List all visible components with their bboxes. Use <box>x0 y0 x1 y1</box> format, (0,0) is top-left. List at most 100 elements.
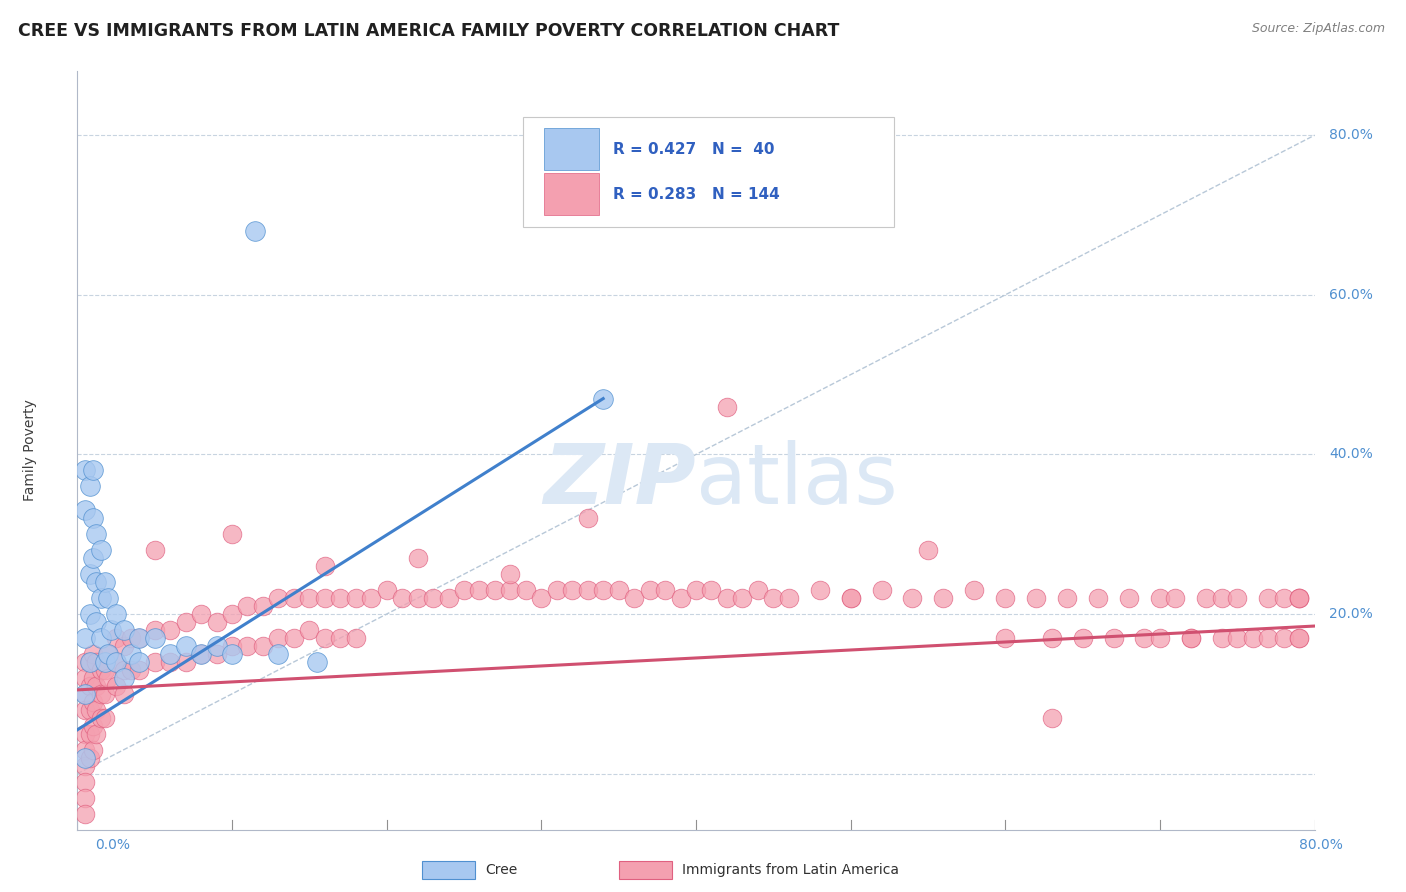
Point <box>90 591 111 606</box>
Point <box>267 647 290 661</box>
Point <box>1071 631 1094 645</box>
Point <box>94 663 117 677</box>
Point <box>90 631 111 645</box>
Point <box>90 687 111 701</box>
Point <box>75 750 96 764</box>
Point <box>607 583 630 598</box>
Point <box>344 631 367 645</box>
Point <box>75 774 96 789</box>
Point <box>75 758 96 772</box>
Point <box>90 711 111 725</box>
Text: R = 0.283   N = 144: R = 0.283 N = 144 <box>613 186 780 202</box>
Point <box>623 591 645 606</box>
Point <box>1164 591 1187 606</box>
Point <box>205 615 228 629</box>
Point <box>267 631 290 645</box>
Text: 0.0%: 0.0% <box>96 838 131 852</box>
Point <box>484 583 506 598</box>
Point <box>190 647 212 661</box>
Point <box>1180 631 1202 645</box>
Point <box>84 703 107 717</box>
Point <box>1226 631 1249 645</box>
Point <box>839 591 862 606</box>
Point <box>515 583 537 598</box>
Point <box>79 567 101 582</box>
Point <box>97 647 120 661</box>
Point <box>79 655 101 669</box>
Point <box>1040 711 1063 725</box>
Point <box>82 551 104 566</box>
FancyBboxPatch shape <box>523 117 894 227</box>
Point <box>75 727 96 741</box>
Point <box>75 631 96 645</box>
Point <box>1257 591 1279 606</box>
Point <box>917 543 939 558</box>
Point <box>314 631 336 645</box>
Point <box>75 687 96 701</box>
Point <box>932 591 955 606</box>
Point <box>90 663 111 677</box>
Point <box>221 647 243 661</box>
Point <box>283 631 305 645</box>
Point <box>82 647 104 661</box>
Point <box>344 591 367 606</box>
Point <box>90 543 111 558</box>
Text: Family Poverty: Family Poverty <box>24 400 38 501</box>
Point <box>143 631 166 645</box>
Point <box>174 639 197 653</box>
Text: Cree: Cree <box>485 863 517 877</box>
Point <box>422 591 444 606</box>
Point <box>75 463 96 477</box>
Point <box>375 583 398 598</box>
Point <box>252 639 274 653</box>
Point <box>329 631 352 645</box>
Point <box>143 655 166 669</box>
Text: ZIP: ZIP <box>543 441 696 521</box>
Point <box>112 687 135 701</box>
Point <box>1241 631 1264 645</box>
Point <box>94 655 117 669</box>
Point <box>638 583 661 598</box>
FancyBboxPatch shape <box>544 128 599 170</box>
Point <box>314 591 336 606</box>
Point <box>75 671 96 685</box>
Point <box>105 679 127 693</box>
Point <box>298 591 321 606</box>
Point <box>75 655 96 669</box>
Point <box>75 806 96 821</box>
Point <box>453 583 475 598</box>
Text: Immigrants from Latin America: Immigrants from Latin America <box>682 863 898 877</box>
Point <box>499 567 522 582</box>
Point <box>314 559 336 574</box>
Point <box>97 647 120 661</box>
Point <box>1288 631 1310 645</box>
Point <box>79 679 101 693</box>
Point <box>84 679 107 693</box>
Point <box>112 639 135 653</box>
Point <box>654 583 676 598</box>
Point <box>82 719 104 733</box>
Point <box>1087 591 1109 606</box>
Point <box>143 543 166 558</box>
Point <box>592 583 614 598</box>
Point <box>700 583 723 598</box>
Point <box>221 607 243 621</box>
Point <box>576 511 599 525</box>
Point <box>298 623 321 637</box>
Point <box>94 711 117 725</box>
Point <box>75 790 96 805</box>
Point <box>669 591 692 606</box>
Point <box>437 591 460 606</box>
Point <box>1226 591 1249 606</box>
Point <box>1288 591 1310 606</box>
Point <box>1040 631 1063 645</box>
Point <box>82 695 104 709</box>
Point <box>97 591 120 606</box>
Point <box>82 671 104 685</box>
Point <box>75 703 96 717</box>
Point <box>870 583 893 598</box>
Point <box>561 583 583 598</box>
Point <box>159 655 181 669</box>
Text: 60.0%: 60.0% <box>1330 288 1374 301</box>
Point <box>1288 591 1310 606</box>
